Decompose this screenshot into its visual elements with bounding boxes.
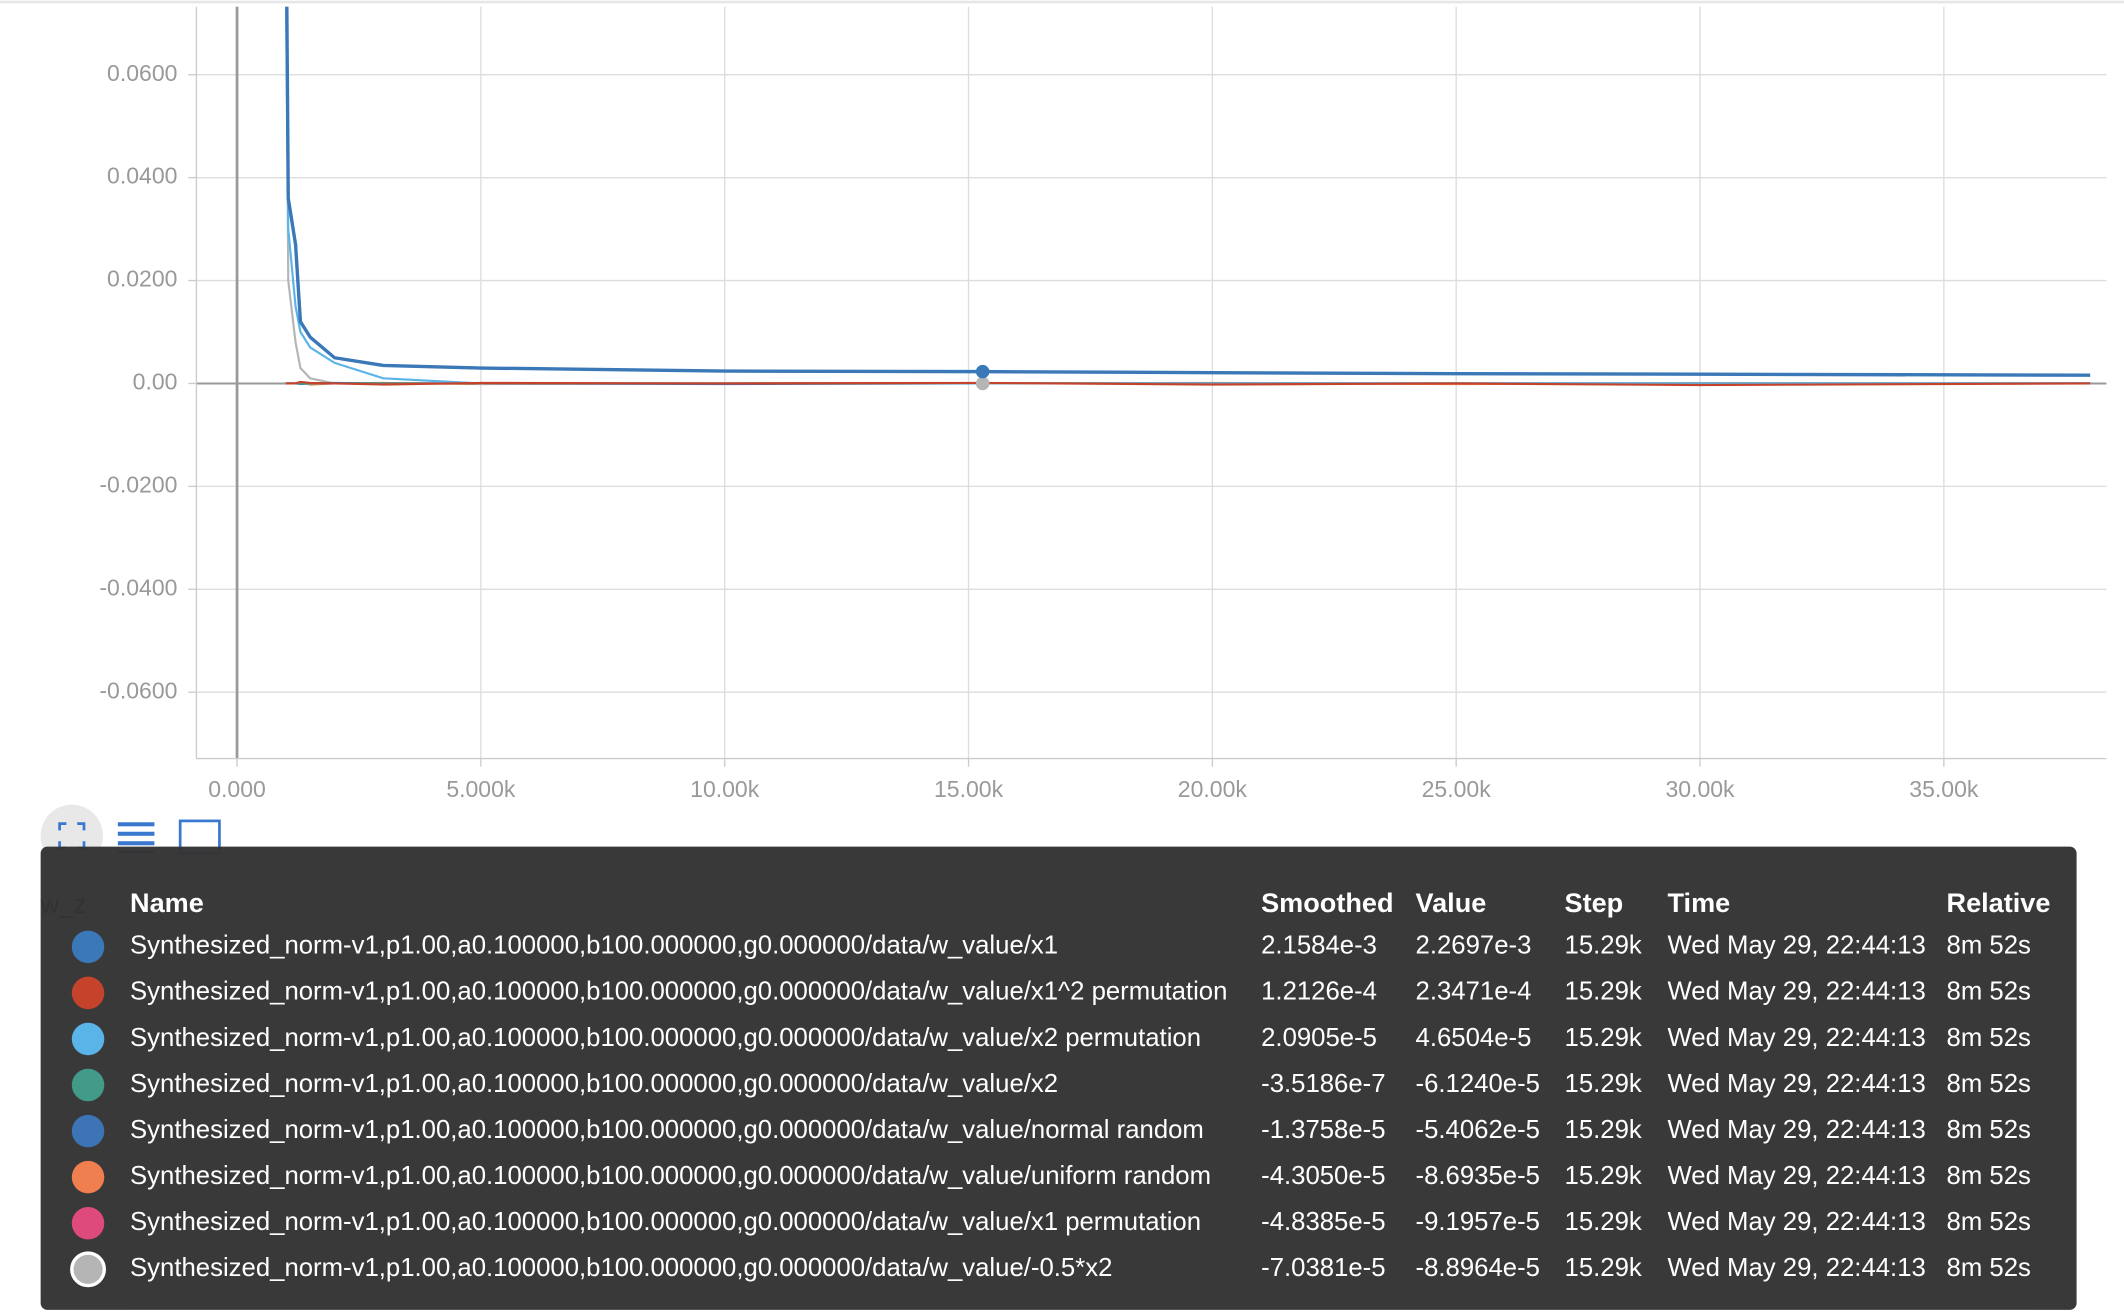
cell: 15.29k [1565,1070,1642,1098]
column-header: Name [130,887,204,918]
cell: 15.29k [1565,932,1642,960]
column-header: Value [1416,887,1487,918]
series-name: Synthesized_norm-v1,p1.00,a0.100000,b100… [130,978,1227,1006]
y-tick-label: 0.0600 [107,60,177,86]
x-tick-label: 25.00k [1422,776,1492,802]
cell: 15.29k [1565,978,1642,1006]
legend-swatch [71,1068,105,1102]
y-tick-label: -0.0400 [99,574,177,600]
series-name: Synthesized_norm-v1,p1.00,a0.100000,b100… [130,1254,1112,1282]
column-header: Time [1668,887,1731,918]
series-line [285,380,2091,387]
cell: 2.2697e-3 [1416,932,1532,960]
x-tick-label: 0.000 [208,776,266,802]
series-line [285,6,2091,385]
cell: 2.3471e-4 [1416,978,1532,1006]
cell: 8m 52s [1947,1070,2031,1098]
series-name: Synthesized_norm-v1,p1.00,a0.100000,b100… [130,1070,1058,1098]
cell: 4.6504e-5 [1416,1024,1532,1052]
y-tick-label: 0.00 [133,369,178,395]
cell: 15.29k [1565,1116,1642,1144]
cell: 1.2126e-4 [1261,978,1377,1006]
series-name: Synthesized_norm-v1,p1.00,a0.100000,b100… [130,932,1058,960]
icon-bar [117,841,155,846]
y-tick-label: -0.0200 [99,471,177,497]
cell: -7.0381e-5 [1261,1254,1385,1282]
legend-swatch [71,1114,105,1148]
cell: Wed May 29, 22:44:13 [1668,1254,1926,1282]
y-tick-label: 0.0400 [107,163,177,189]
cell: 8m 52s [1947,1208,2031,1236]
cell: 15.29k [1565,1162,1642,1190]
series-line [285,6,2091,377]
series-name: Synthesized_norm-v1,p1.00,a0.100000,b100… [130,1116,1204,1144]
tooltip [40,846,2077,1310]
x-tick-label: 20.00k [1178,776,1248,802]
cell: 8m 52s [1947,1162,2031,1190]
fullscreen-icon [58,822,86,850]
x-tick-label: 15.00k [934,776,1004,802]
cell: 8m 52s [1947,1254,2031,1282]
cell: -9.1957e-5 [1416,1208,1540,1236]
cell: Wed May 29, 22:44:13 [1668,932,1926,960]
cell: -3.5186e-7 [1261,1070,1385,1098]
cell: 2.1584e-3 [1261,932,1377,960]
ticks: 0.0600 0.0400 0.0200 0.00 -0.0200 -0.0400 -0.0… [99,60,1979,802]
series-name: Synthesized_norm-v1,p1.00,a0.100000,b100… [130,1208,1201,1236]
legend-swatch [71,1022,105,1056]
legend-swatch [71,1160,105,1194]
icon-bar [117,822,155,827]
hover-marker [975,364,990,379]
x-tick-label: 5.000k [446,776,516,802]
lines [285,6,2091,391]
cell: 15.29k [1565,1208,1642,1236]
hover-marker [975,376,990,391]
cell: -4.3050e-5 [1261,1162,1385,1190]
cell: 8m 52s [1947,1116,2031,1144]
cell: -4.8385e-5 [1261,1208,1385,1236]
legend-swatch [70,1251,106,1288]
cell: Wed May 29, 22:44:13 [1668,1070,1926,1098]
column-header: Smoothed [1261,887,1393,918]
x-tick-label: 35.00k [1909,776,1979,802]
cell: 8m 52s [1947,978,2031,1006]
x-tick-label: 30.00k [1665,776,1735,802]
cell: -1.3758e-5 [1261,1116,1385,1144]
cell: Wed May 29, 22:44:13 [1668,1208,1926,1236]
column-header: Step [1565,887,1624,918]
cell: -6.1240e-5 [1416,1070,1540,1098]
legend-swatch [71,1206,105,1240]
tooltip-table: Name Smoothed Value Step Time Relative Synthes… [70,887,2051,1288]
cell: Wed May 29, 22:44:13 [1668,1162,1926,1190]
cell: 15.29k [1565,1254,1642,1282]
cell: 8m 52s [1947,1024,2031,1052]
cell: 2.0905e-5 [1261,1024,1377,1052]
cell: -8.8964e-5 [1416,1254,1540,1282]
series-name: Synthesized_norm-v1,p1.00,a0.100000,b100… [130,1162,1211,1190]
cell: Wed May 29, 22:44:13 [1668,1116,1926,1144]
cell: -8.6935e-5 [1416,1162,1540,1190]
y-tick-label: 0.0200 [107,266,177,292]
legend-swatch [71,976,105,1010]
column-header: Relative [1947,887,2051,918]
x-tick-label: 10.00k [690,776,760,802]
cell: 8m 52s [1947,932,2031,960]
icon-bar [117,831,155,836]
cell: Wed May 29, 22:44:13 [1668,978,1926,1006]
series-name: Synthesized_norm-v1,p1.00,a0.100000,b100… [130,1024,1201,1052]
series-line [285,6,2091,385]
y-tick-label: -0.0600 [99,677,177,703]
legend-swatch [71,930,105,964]
cell: Wed May 29, 22:44:13 [1668,1024,1926,1052]
cell: -5.4062e-5 [1416,1116,1540,1144]
cell: 15.29k [1565,1024,1642,1052]
